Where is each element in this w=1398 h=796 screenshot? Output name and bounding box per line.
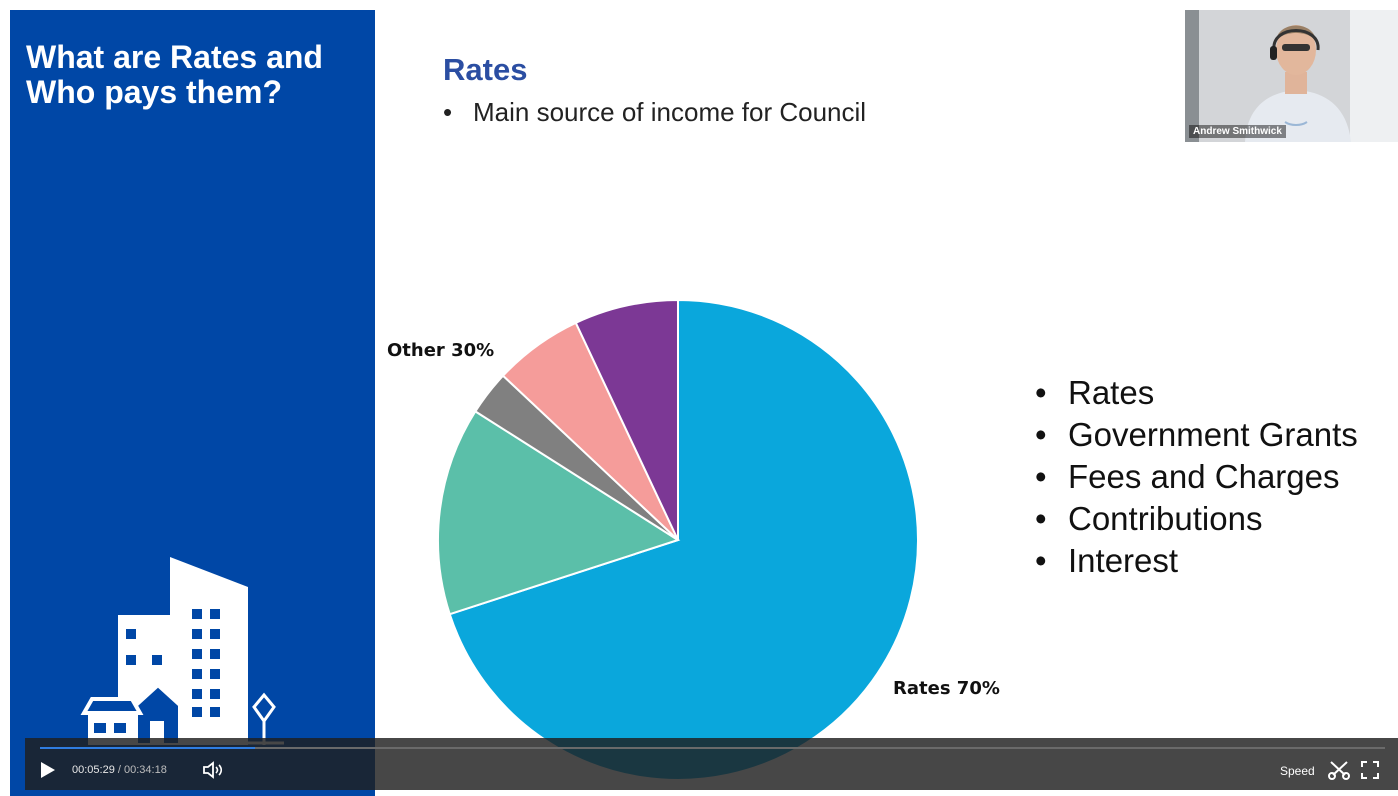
progress-bar[interactable] — [40, 747, 1385, 749]
current-time: 00:05:29 — [72, 764, 115, 776]
list-item: • Contributions — [1035, 498, 1358, 540]
list-bullet: • — [1035, 374, 1047, 411]
sidebar-title: What are Rates and Who pays them? — [26, 39, 323, 110]
city-buildings-icon — [80, 557, 284, 745]
income-sources-list: • Rates • Government Grants • Fees and Char… — [1035, 372, 1358, 582]
list-bullet: • — [1035, 542, 1047, 579]
time-display: 00:05:29 / 00:34:18 — [72, 764, 167, 776]
volume-icon[interactable] — [202, 761, 224, 779]
pie-slice-fees-and-charges — [473, 374, 679, 541]
list-bullet: • — [1035, 500, 1047, 537]
list-item-label: Contributions — [1068, 500, 1263, 537]
list-item: • Fees and Charges — [1035, 456, 1358, 498]
fullscreen-icon[interactable] — [1361, 761, 1379, 779]
list-bullet: • — [1035, 416, 1047, 453]
total-time: 00:34:18 — [124, 764, 167, 776]
list-item: • Interest — [1035, 540, 1358, 582]
slide-subtitle: Main source of income for Council — [473, 97, 867, 127]
speed-button[interactable]: Speed — [1280, 764, 1315, 778]
play-icon[interactable] — [37, 760, 57, 780]
subtitle-bullet: • — [443, 97, 453, 127]
list-item-label: Interest — [1068, 542, 1179, 579]
video-player-controls: 00:05:29 / 00:34:18 Speed — [25, 738, 1398, 790]
list-item: • Government Grants — [1035, 414, 1358, 456]
pie-slice-contributions — [501, 321, 679, 541]
list-bullet: • — [1035, 458, 1047, 495]
progress-fill — [40, 747, 256, 749]
presenter-webcam[interactable]: Andrew Smithwick — [1185, 10, 1398, 142]
list-item: • Rates — [1035, 372, 1358, 414]
slide-subtitle-row: • Main source of income for Council — [443, 97, 866, 128]
list-item-label: Government Grants — [1068, 416, 1358, 453]
pie-label-rates: Rates 70% — [893, 678, 1000, 699]
time-separator: / — [117, 764, 121, 776]
slide-heading: Rates — [443, 52, 528, 87]
list-item-label: Rates — [1068, 374, 1155, 411]
pie-slice-interest — [574, 298, 679, 541]
pie-slice-rates — [448, 298, 919, 781]
scissors-icon[interactable] — [1328, 760, 1350, 780]
list-item-label: Fees and Charges — [1068, 458, 1340, 495]
pie-label-other: Other 30% — [387, 340, 494, 361]
pie-slice-government-grants — [437, 410, 681, 616]
presenter-name: Andrew Smithwick — [1189, 125, 1286, 138]
presenter-video-icon — [1185, 10, 1398, 142]
